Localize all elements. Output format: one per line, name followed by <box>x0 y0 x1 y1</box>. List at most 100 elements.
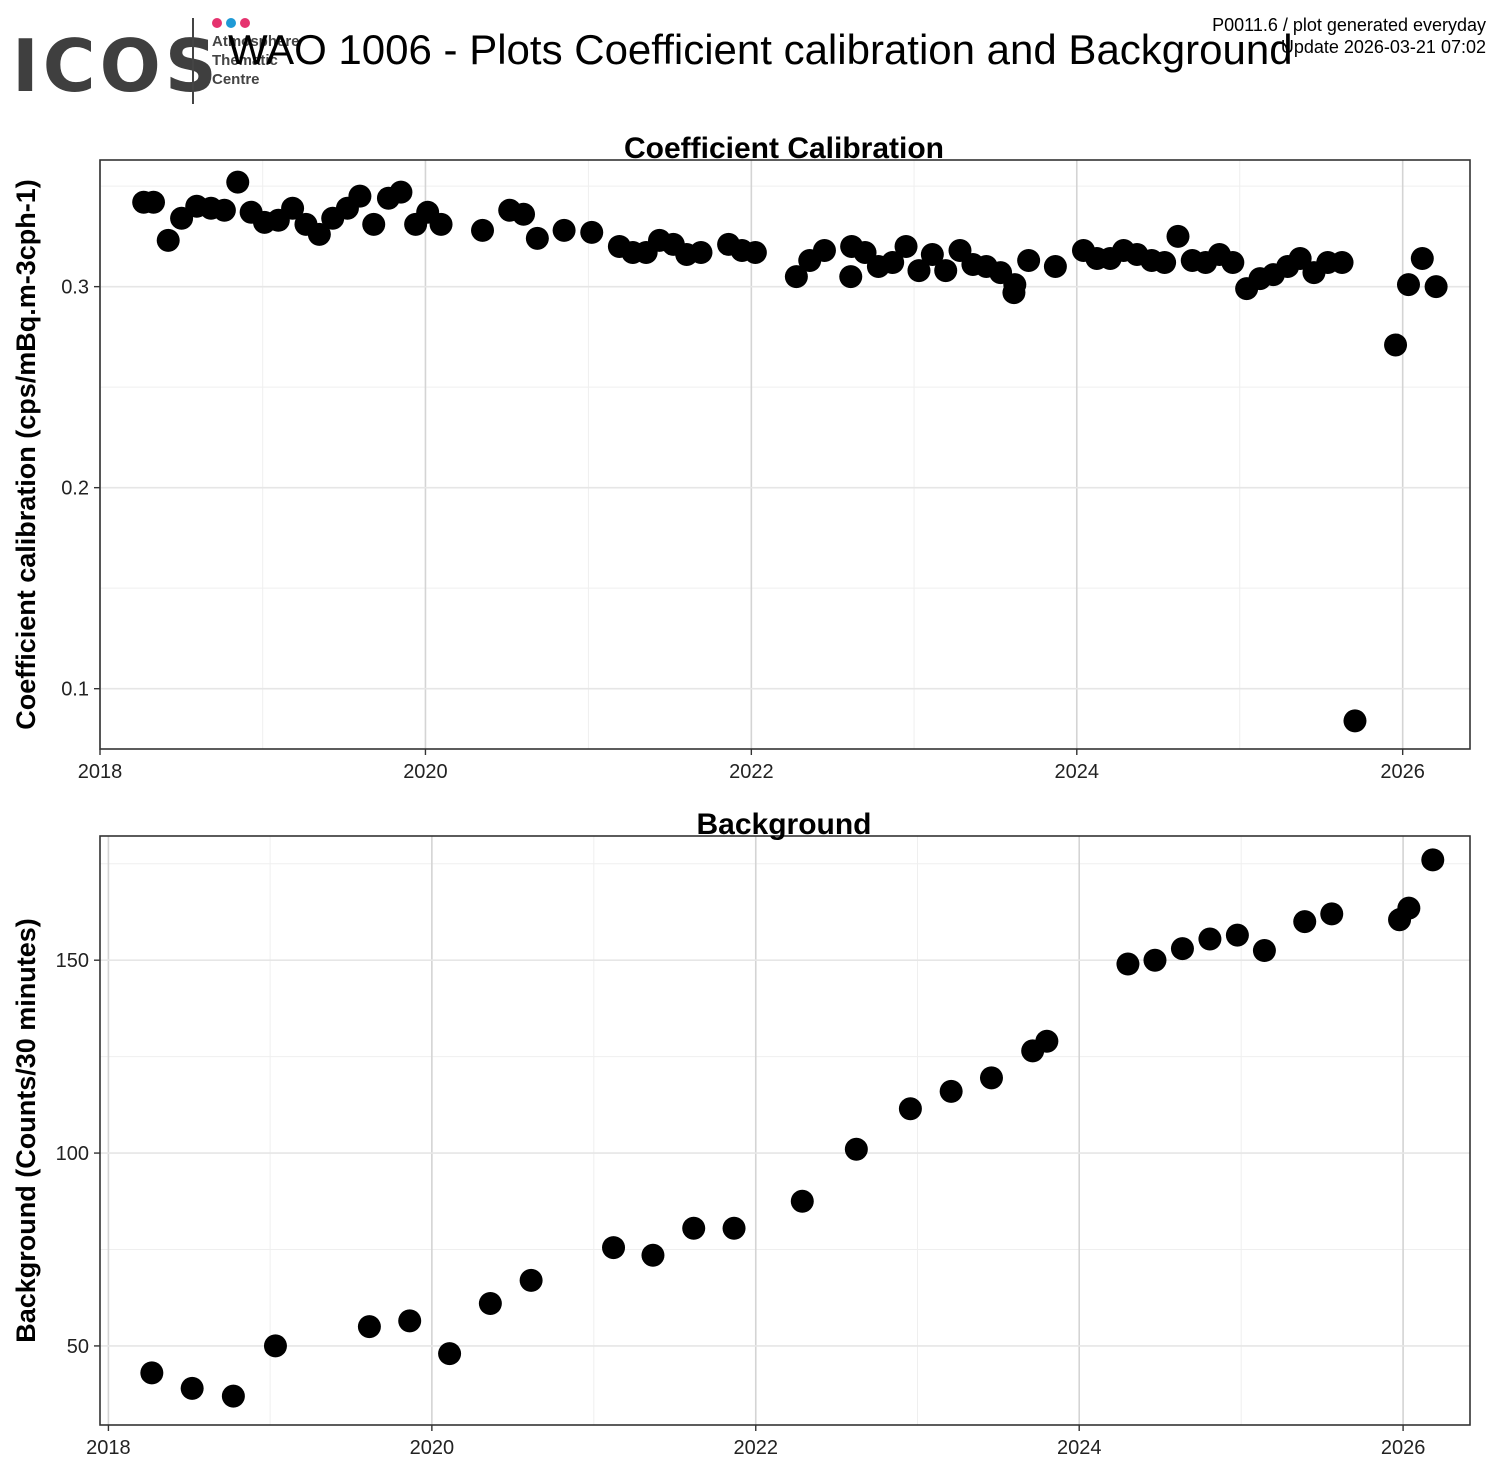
data-point <box>156 228 180 252</box>
x-tick-label: 2022 <box>729 761 774 783</box>
data-point <box>212 198 236 222</box>
data-point <box>1424 275 1448 299</box>
data-point <box>307 222 331 246</box>
data-point <box>1421 848 1445 872</box>
update-timestamp: Update 2026-03-21 07:02 <box>1280 37 1486 57</box>
x-tick-label: 2018 <box>78 761 123 783</box>
x-tick-label: 2026 <box>1381 1437 1426 1459</box>
plot-border <box>99 835 1471 1426</box>
data-point <box>362 212 386 236</box>
data-point <box>1166 224 1190 248</box>
data-point <box>1043 255 1067 279</box>
data-point <box>939 1079 963 1103</box>
data-point <box>552 218 576 242</box>
x-tick-label: 2020 <box>403 761 448 783</box>
data-point <box>812 238 836 262</box>
data-point <box>389 180 413 204</box>
y-axis-label: Background (Counts/30 minutes) <box>11 918 41 1343</box>
data-point <box>1143 948 1167 972</box>
data-point <box>920 242 944 266</box>
data-point <box>1320 902 1344 926</box>
data-point <box>602 1236 626 1260</box>
logo-subtitle: Atmosphere Thematic Centre <box>212 33 300 88</box>
chart-title: Coefficient Calibration <box>624 132 944 165</box>
data-point <box>1017 249 1041 273</box>
data-point <box>281 196 305 220</box>
x-tick-label: 2024 <box>1057 1437 1102 1459</box>
y-tick-label: 0.1 <box>61 679 89 701</box>
data-point <box>722 1216 746 1240</box>
x-tick-label: 2026 <box>1380 761 1425 783</box>
data-point <box>1170 937 1194 961</box>
data-point <box>1330 251 1354 275</box>
data-point <box>1288 247 1312 271</box>
x-tick-label: 2022 <box>734 1437 779 1459</box>
data-point <box>438 1342 462 1366</box>
data-point <box>348 184 372 208</box>
logo-divider <box>192 18 194 104</box>
x-tick-label: 2020 <box>410 1437 455 1459</box>
data-point <box>580 220 604 244</box>
y-tick-label: 0.2 <box>61 478 89 500</box>
data-point <box>512 202 536 226</box>
data-point <box>429 212 453 236</box>
page-title: WAO 1006 - Plots Coefficient calibration… <box>228 26 1293 73</box>
page-meta: P0011.6 / plot generated everyday Update… <box>1212 14 1486 58</box>
logo-dot-icon <box>212 18 222 28</box>
data-point <box>221 1384 245 1408</box>
logo-text: ICOS <box>12 24 221 108</box>
data-point <box>1396 273 1420 297</box>
data-point <box>1116 952 1140 976</box>
icos-logo: ICOS Atmosphere Thematic Centre <box>10 14 320 106</box>
y-tick-label: 100 <box>56 1143 89 1165</box>
y-tick-label: 0.3 <box>61 277 89 299</box>
data-point <box>1221 251 1245 275</box>
data-point <box>790 1189 814 1213</box>
y-axis-label: Coefficient calibration (cps/mBq.m-3cph-… <box>11 179 41 730</box>
data-point <box>641 1243 665 1267</box>
data-point <box>226 170 250 194</box>
plot-code-label: P0011.6 / plot generated everyday <box>1212 15 1486 35</box>
coefficient-calibration-chart: 2018 2020 2022 2024 2026 0.1 0.2 0.3 Coefficient… <box>11 132 1471 783</box>
data-point <box>689 240 713 264</box>
x-tick-label: 2018 <box>86 1437 131 1459</box>
data-point <box>140 1361 164 1385</box>
logo-dot-icon <box>240 18 250 28</box>
data-point <box>398 1309 422 1333</box>
data-point <box>263 1334 287 1358</box>
data-point <box>1384 333 1408 357</box>
logo-dot-icon <box>226 18 236 28</box>
data-point <box>471 218 495 242</box>
data-point <box>1343 709 1367 733</box>
chart-title: Background <box>696 808 871 841</box>
data-point <box>881 251 905 275</box>
data-point <box>525 226 549 250</box>
data-point <box>519 1268 543 1292</box>
data-point <box>1198 927 1222 951</box>
data-point <box>1410 247 1434 271</box>
data-point <box>1225 923 1249 947</box>
x-tick-label: 2024 <box>1055 761 1100 783</box>
data-point <box>907 259 931 283</box>
data-point <box>743 240 767 264</box>
data-point <box>1153 251 1177 275</box>
plot-border <box>99 159 1471 750</box>
data-point <box>357 1315 381 1339</box>
data-point <box>1397 896 1421 920</box>
data-point <box>844 1137 868 1161</box>
data-point <box>898 1097 922 1121</box>
data-point <box>1003 273 1027 297</box>
data-point <box>1035 1029 1059 1053</box>
data-point <box>478 1291 502 1315</box>
data-point <box>682 1216 706 1240</box>
data-point <box>141 190 165 214</box>
background-chart: 2018 2020 2022 2024 2026 50 100 150 Background Ba… <box>11 808 1471 1459</box>
data-point <box>839 265 863 289</box>
data-point <box>894 234 918 258</box>
data-point <box>979 1066 1003 1090</box>
data-point <box>180 1376 204 1400</box>
y-tick-label: 150 <box>56 950 89 972</box>
y-tick-label: 50 <box>67 1336 89 1358</box>
data-point <box>1293 910 1317 934</box>
data-point <box>1252 939 1276 963</box>
